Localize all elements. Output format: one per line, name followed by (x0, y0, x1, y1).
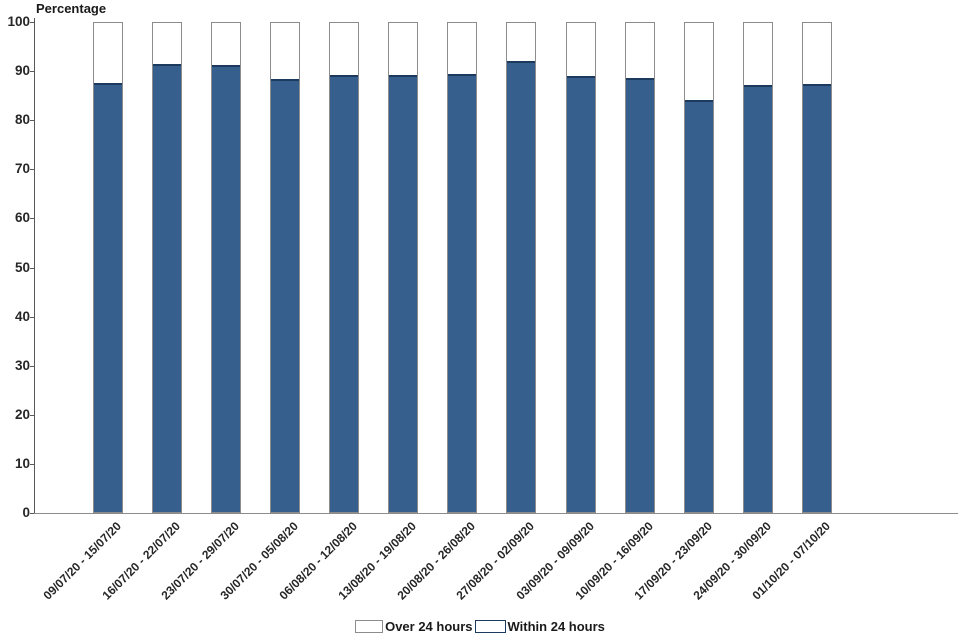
y-axis-line (34, 18, 35, 513)
y-tick-label: 50 (14, 259, 30, 275)
bar-segment-within-24-hours (448, 74, 476, 512)
y-tick-label: 10 (14, 455, 30, 471)
bar-segment-within-24-hours (153, 64, 181, 512)
bar (684, 22, 714, 513)
legend-label-within-24-hours: Within 24 hours (507, 619, 605, 634)
y-tick-mark (30, 267, 34, 269)
y-tick-mark (30, 120, 34, 122)
y-tick-label: 100 (7, 14, 30, 29)
bar-segment-within-24-hours (94, 82, 122, 512)
y-tick-mark (30, 365, 34, 367)
y-tick-mark (30, 218, 34, 220)
y-tick-mark (30, 414, 34, 416)
bar-segment-within-24-hours (685, 99, 713, 512)
y-tick-mark (30, 71, 34, 73)
y-tick-mark (30, 316, 34, 318)
bar-segment-within-24-hours (803, 84, 831, 512)
y-tick-mark (30, 169, 34, 171)
bar (566, 22, 596, 513)
bar (388, 22, 418, 513)
bar (152, 22, 182, 513)
y-tick-mark (30, 513, 34, 514)
y-tick-label: 40 (14, 308, 30, 324)
bar (802, 22, 832, 513)
bar (270, 22, 300, 513)
legend-label-over-24-hours: Over 24 hours (385, 619, 473, 634)
bar-segment-within-24-hours (507, 60, 535, 512)
bar (211, 22, 241, 513)
bar (447, 22, 477, 513)
bar-segment-within-24-hours (626, 78, 654, 512)
y-tick-label: 0 (22, 505, 30, 520)
x-axis-line (34, 513, 958, 514)
legend-swatch-within-24-hours (474, 620, 506, 633)
legend-swatch-over-24-hours (355, 620, 384, 633)
y-tick-label: 60 (14, 210, 30, 226)
bar-segment-within-24-hours (330, 74, 358, 512)
legend: Over 24 hours Within 24 hours (0, 619, 960, 634)
bar (506, 22, 536, 513)
y-tick-label: 80 (14, 112, 30, 128)
y-tick-label: 20 (14, 406, 30, 422)
bar-segment-within-24-hours (567, 75, 595, 512)
bar-segment-within-24-hours (212, 64, 240, 512)
y-tick-mark (30, 22, 34, 23)
bar-segment-within-24-hours (389, 75, 417, 512)
bar-segment-within-24-hours (271, 78, 299, 512)
bar (329, 22, 359, 513)
y-axis-title: Percentage (36, 1, 107, 16)
bar (625, 22, 655, 513)
y-tick-mark (30, 463, 34, 465)
bar (743, 22, 773, 513)
bar-segment-within-24-hours (744, 85, 772, 512)
y-tick-label: 90 (14, 63, 30, 79)
y-tick-label: 30 (14, 357, 30, 373)
y-tick-label: 70 (14, 161, 30, 177)
bar (93, 22, 123, 513)
